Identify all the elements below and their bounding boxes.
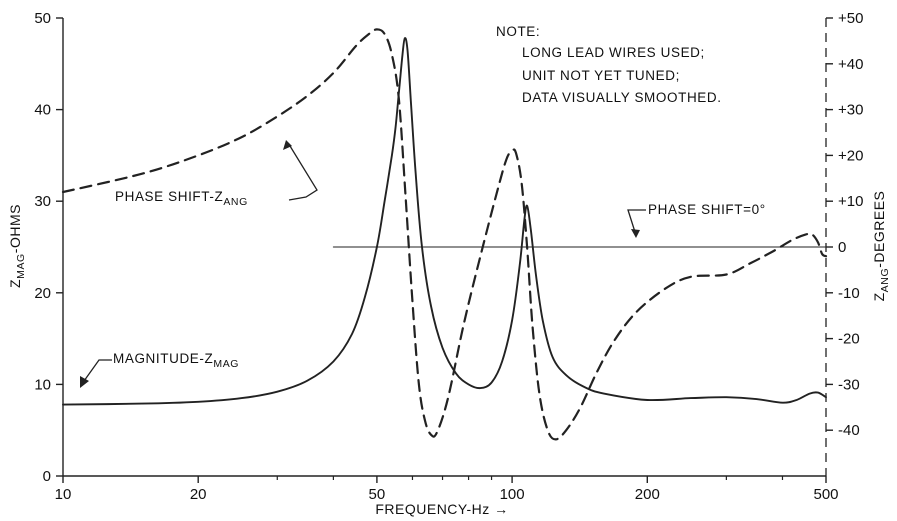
y2-tick-label: +50 [838, 10, 863, 27]
y2-tick-label: -20 [838, 331, 860, 348]
x-tick-label: 10 [55, 486, 72, 503]
phase-annotation-label: PHASE SHIFT-ZANG [115, 189, 248, 208]
note-line: LONG LEAD WIRES USED; [522, 45, 705, 60]
zero-phase-annotation-label: PHASE SHIFT=0° [648, 202, 766, 217]
x-tick-label: 200 [635, 486, 660, 503]
magnitude-leader-arrowhead [80, 376, 89, 388]
series-layer [61, 28, 828, 441]
phase-leader-line [288, 145, 318, 201]
x-tick-label: 20 [190, 486, 207, 503]
phase-series-line [61, 28, 828, 441]
y2-axis-label: ZANG-DEGREES [871, 191, 891, 302]
y-axis-label: ZMAG-OHMS [7, 204, 27, 288]
magnitude-series-line [62, 37, 827, 406]
y2-tick-label: +30 [838, 102, 863, 119]
y-tick-label: 40 [34, 102, 51, 119]
phase-leader-arrowhead [283, 140, 292, 150]
y-tick-label: 10 [34, 376, 51, 393]
x-tick-label: 500 [813, 486, 838, 503]
x-tick-label: 50 [369, 486, 386, 503]
magnitude-leader-line [83, 359, 112, 382]
y-tick-label: 0 [43, 468, 51, 485]
note-title: NOTE: [496, 24, 540, 39]
y-tick-label: 30 [34, 193, 51, 210]
y-tick-label: 20 [34, 285, 51, 302]
zero-phase-leader-line [627, 209, 646, 233]
y2-tick-label: +20 [838, 147, 863, 164]
note-line: UNIT NOT YET TUNED; [522, 68, 680, 83]
x-tick-label: 100 [500, 486, 525, 503]
magnitude-annotation-label: MAGNITUDE-ZMAG [113, 351, 239, 370]
y-tick-label: 50 [34, 10, 51, 27]
y2-tick-label: 0 [838, 239, 846, 256]
note-line: DATA VISUALLY SMOOTHED. [522, 90, 722, 105]
y2-tick-label: -30 [838, 376, 860, 393]
y2-tick-label: +10 [838, 193, 863, 210]
y2-tick-label: +40 [838, 56, 863, 73]
y2-tick-label: -10 [838, 285, 860, 302]
x-axis-label: FREQUENCY-Hz → [375, 501, 508, 517]
zero-phase-leader-arrowhead [631, 229, 640, 238]
y2-tick-label: -40 [838, 422, 860, 439]
labels: FREQUENCY-Hz → ZMAG-OHMS ZANG-DEGREES PHASE… [7, 24, 891, 517]
